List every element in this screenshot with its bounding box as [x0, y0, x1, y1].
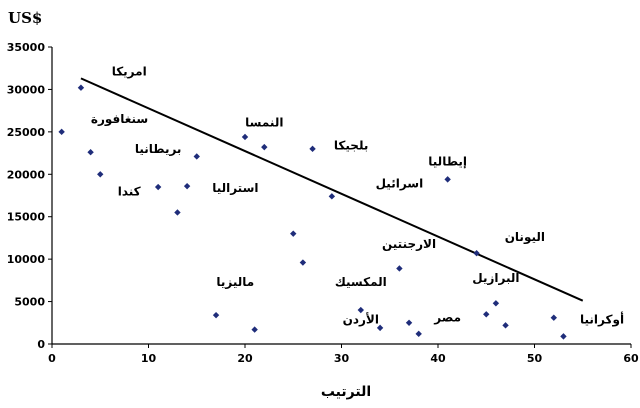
point-annotation: إيطاليا — [428, 155, 467, 169]
point-annotation: الارجنتين — [382, 237, 436, 251]
data-point — [560, 333, 567, 340]
data-point — [193, 153, 200, 160]
y-tick-label: 15000 — [7, 211, 46, 224]
data-point — [415, 330, 422, 338]
data-points — [58, 84, 567, 340]
y-tick-label: 30000 — [7, 83, 46, 96]
point-annotation: أوكرانيا — [580, 311, 624, 327]
y-tick-label: 20000 — [7, 168, 46, 181]
data-point — [261, 143, 268, 151]
axes — [48, 46, 632, 348]
data-point — [290, 230, 297, 237]
data-point — [174, 209, 181, 216]
point-annotation: امريكا — [112, 65, 147, 79]
x-tick-label: 20 — [237, 352, 253, 365]
trendline — [80, 77, 584, 302]
point-annotation: استراليا — [212, 181, 258, 195]
x-tick-label: 60 — [623, 352, 639, 365]
y-tick-labels: 0 5000 10000 15000 20000 25000 30000 35000 — [7, 41, 46, 351]
x-tick-labels: 0 10 20 30 40 50 60 — [48, 352, 639, 365]
y-unit-label: US$ — [8, 9, 42, 27]
point-annotation: سنغافورة — [91, 112, 148, 127]
x-tick-label: 0 — [48, 352, 56, 365]
data-point — [77, 84, 85, 91]
data-point — [251, 326, 258, 333]
point-annotation: اسرائيل — [376, 177, 424, 191]
y-tick-label: 35000 — [7, 41, 46, 54]
y-tick-label: 0 — [37, 338, 45, 351]
point-annotation: مصر — [433, 311, 461, 325]
x-tick-label: 30 — [334, 352, 350, 365]
point-annotation: الأردن — [343, 311, 379, 326]
point-annotation: بلجيكا — [334, 138, 368, 152]
data-point — [97, 171, 104, 178]
x-axis-label: الترتيب — [321, 384, 371, 400]
x-tick-label: 40 — [430, 352, 446, 365]
data-point — [550, 314, 557, 321]
trendline-group — [80, 77, 584, 302]
data-point — [299, 259, 307, 266]
point-annotation: بريطانيا — [135, 142, 182, 156]
data-point — [444, 176, 451, 183]
point-annotation: كندا — [118, 184, 141, 198]
y-tick-label: 5000 — [14, 296, 45, 309]
point-annotation: اليونان — [505, 230, 545, 245]
data-point — [483, 311, 490, 318]
data-point — [473, 250, 480, 257]
data-point — [502, 322, 509, 329]
point-annotation: النمسا — [245, 116, 283, 130]
point-annotation: ماليزيا — [216, 275, 254, 289]
data-point — [357, 306, 364, 314]
point-annotation: البرازيل — [472, 271, 519, 285]
data-point — [58, 128, 65, 136]
data-point — [212, 311, 220, 319]
y-tick-label: 25000 — [7, 126, 46, 139]
data-point — [396, 265, 403, 272]
data-point — [183, 182, 191, 190]
data-point — [309, 145, 316, 153]
data-point — [328, 193, 336, 200]
data-point — [405, 319, 413, 326]
x-tick-label: 10 — [141, 352, 157, 365]
y-tick-label: 10000 — [7, 253, 46, 266]
data-point — [376, 324, 384, 332]
point-annotation: المكسيك — [335, 275, 387, 289]
data-point — [87, 149, 94, 156]
data-point — [492, 300, 500, 307]
data-point — [241, 133, 249, 141]
x-tick-label: 50 — [527, 352, 543, 365]
data-point — [154, 183, 162, 191]
point-annotations: امريكا سنغافورة بريطانيا كندا النمسا بلجيكا اس… — [91, 65, 624, 328]
